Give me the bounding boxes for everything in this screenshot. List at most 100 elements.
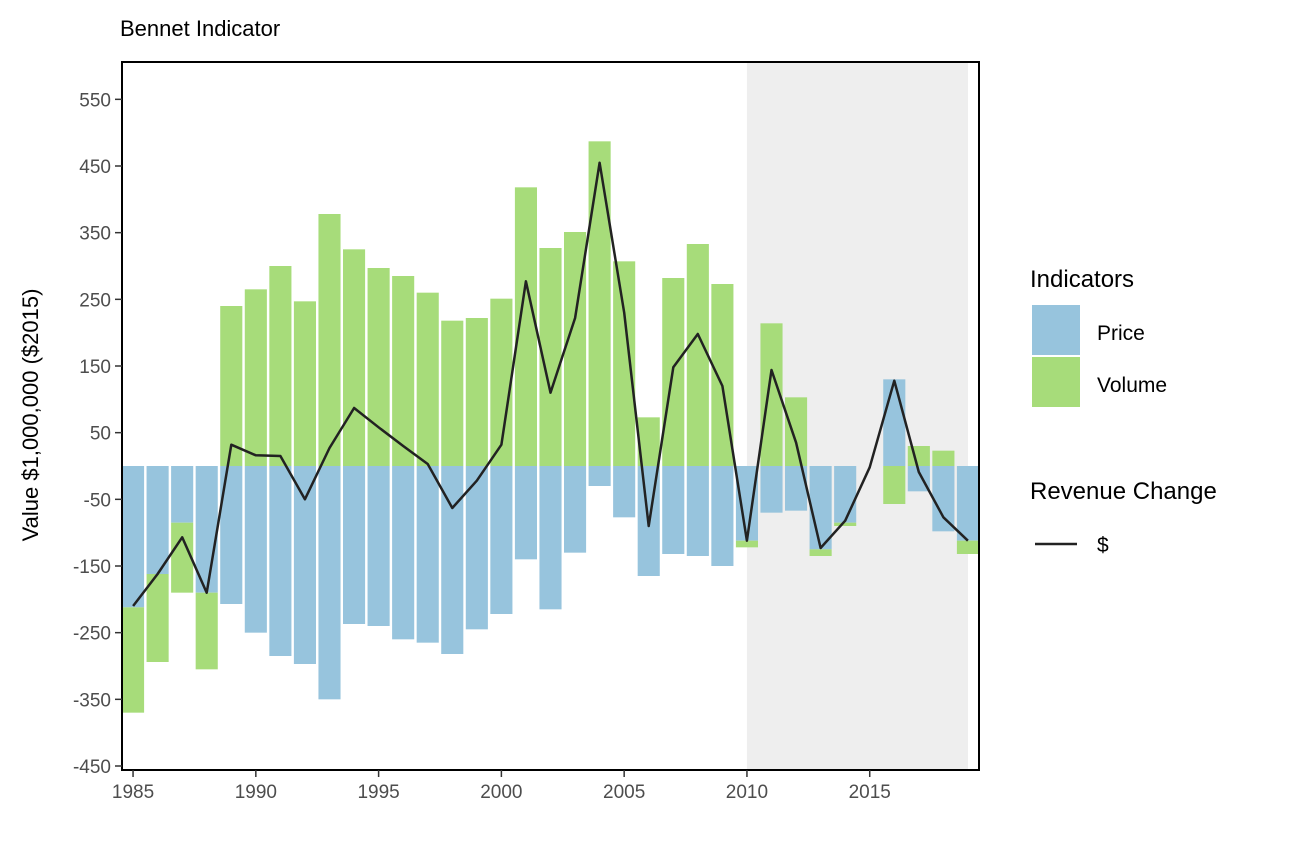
bar-volume-2006 (637, 417, 660, 466)
y-tick-label: -50 (84, 490, 111, 511)
bar-price-1997 (416, 466, 439, 643)
legend-label-price: Price (1097, 322, 1145, 345)
bar-volume-2014 (834, 522, 857, 526)
legend-label-dollar: $ (1097, 534, 1109, 557)
bar-price-2017 (907, 466, 930, 492)
y-tick-label: 50 (90, 424, 111, 445)
bar-volume-1985 (122, 607, 145, 713)
bar-volume-1994 (343, 249, 366, 466)
bar-volume-1996 (392, 276, 415, 466)
y-tick-label: -450 (73, 757, 111, 778)
y-tick-label: -350 (73, 690, 111, 711)
bars-layer (122, 141, 979, 713)
x-tick-label: 2005 (603, 782, 645, 803)
legend-title-indicators: Indicators (1030, 266, 1134, 293)
x-tick-label: 2015 (849, 782, 891, 803)
bar-volume-2005 (613, 261, 636, 466)
legend-swatch-volume (1032, 357, 1080, 407)
axes-layer: 550 450 350 250 150 50 -50 -150 -250 -350 -4501985… (73, 61, 980, 803)
shaded-region (746, 62, 968, 770)
bar-price-2010 (735, 466, 758, 541)
plot-frame (121, 61, 980, 771)
bar-price-2008 (686, 466, 709, 556)
y-tick-label: -150 (73, 557, 111, 578)
legend: Indicators Price Volume Revenue Change $ (1030, 266, 1217, 557)
bar-volume-1986 (146, 574, 169, 662)
y-tick-label: 350 (79, 224, 111, 245)
bar-price-2014 (834, 466, 857, 523)
bar-price-2000 (490, 466, 513, 614)
bar-volume-2001 (514, 187, 537, 467)
y-tick-label: -250 (73, 624, 111, 645)
bar-price-1998 (441, 466, 464, 654)
bar-price-1990 (244, 466, 267, 633)
bar-volume-1999 (465, 318, 488, 466)
bar-volume-1987 (171, 522, 194, 593)
bar-price-2016 (883, 379, 906, 466)
line-layer (132, 161, 969, 607)
bar-price-2018 (932, 466, 955, 532)
x-tick-label: 1995 (357, 782, 399, 803)
bar-volume-2018 (932, 450, 955, 466)
bar-price-1992 (293, 466, 316, 664)
x-tick-label: 2010 (726, 782, 768, 803)
y-tick-label: 550 (79, 90, 111, 111)
y-tick-label: 150 (79, 357, 111, 378)
bar-volume-2008 (686, 244, 709, 466)
bar-volume-1995 (367, 268, 390, 466)
bar-price-1986 (146, 466, 169, 574)
bar-volume-2011 (760, 323, 783, 466)
bar-price-2012 (785, 466, 808, 511)
bar-price-1985 (122, 466, 145, 608)
y-tick-label: 250 (79, 290, 111, 311)
y-tick-label: 450 (79, 157, 111, 178)
bar-volume-1990 (244, 289, 267, 466)
bar-volume-2013 (809, 549, 832, 556)
bar-volume-2012 (785, 397, 808, 466)
bar-volume-1998 (441, 320, 464, 466)
bar-volume-1991 (269, 266, 292, 466)
bar-price-1996 (392, 466, 415, 640)
plot-background (746, 62, 968, 770)
bar-volume-2017 (907, 446, 930, 466)
legend-swatch-price (1032, 305, 1080, 355)
legend-label-volume: Volume (1097, 374, 1167, 397)
bar-price-2005 (613, 466, 636, 518)
bar-volume-2002 (539, 248, 562, 466)
bar-price-2003 (564, 466, 587, 553)
bar-price-1995 (367, 466, 390, 626)
y-axis-title: Value $1,000,000 ($2015) (18, 289, 43, 542)
bar-price-1991 (269, 466, 292, 656)
bar-price-1987 (171, 466, 194, 523)
bar-volume-1997 (416, 292, 439, 466)
bar-price-1994 (343, 466, 366, 624)
bar-volume-2000 (490, 298, 513, 466)
bar-price-2011 (760, 466, 783, 513)
bar-price-2004 (588, 466, 611, 486)
bar-price-2002 (539, 466, 562, 610)
bar-price-2019 (956, 466, 979, 541)
bar-volume-2016 (883, 466, 906, 504)
bar-volume-2010 (735, 540, 758, 548)
x-tick-label: 1985 (112, 782, 154, 803)
legend-title-revenue-change: Revenue Change (1030, 478, 1217, 505)
bar-price-1999 (465, 466, 488, 630)
bar-volume-1989 (220, 306, 243, 466)
x-tick-label: 1990 (235, 782, 277, 803)
bar-price-2007 (662, 466, 685, 554)
chart-title: Bennet Indicator (120, 16, 280, 41)
bar-price-2001 (514, 466, 537, 560)
revenue-change-line (132, 161, 969, 607)
bar-volume-1988 (195, 592, 218, 670)
bar-volume-1992 (293, 301, 316, 466)
x-tick-label: 2000 (480, 782, 522, 803)
bar-price-1989 (220, 466, 243, 604)
bar-volume-1993 (318, 214, 341, 466)
bar-price-2013 (809, 466, 832, 550)
bar-volume-2019 (956, 540, 979, 554)
bar-price-2009 (711, 466, 734, 566)
bar-price-1993 (318, 466, 341, 700)
bar-volume-2004 (588, 141, 611, 467)
